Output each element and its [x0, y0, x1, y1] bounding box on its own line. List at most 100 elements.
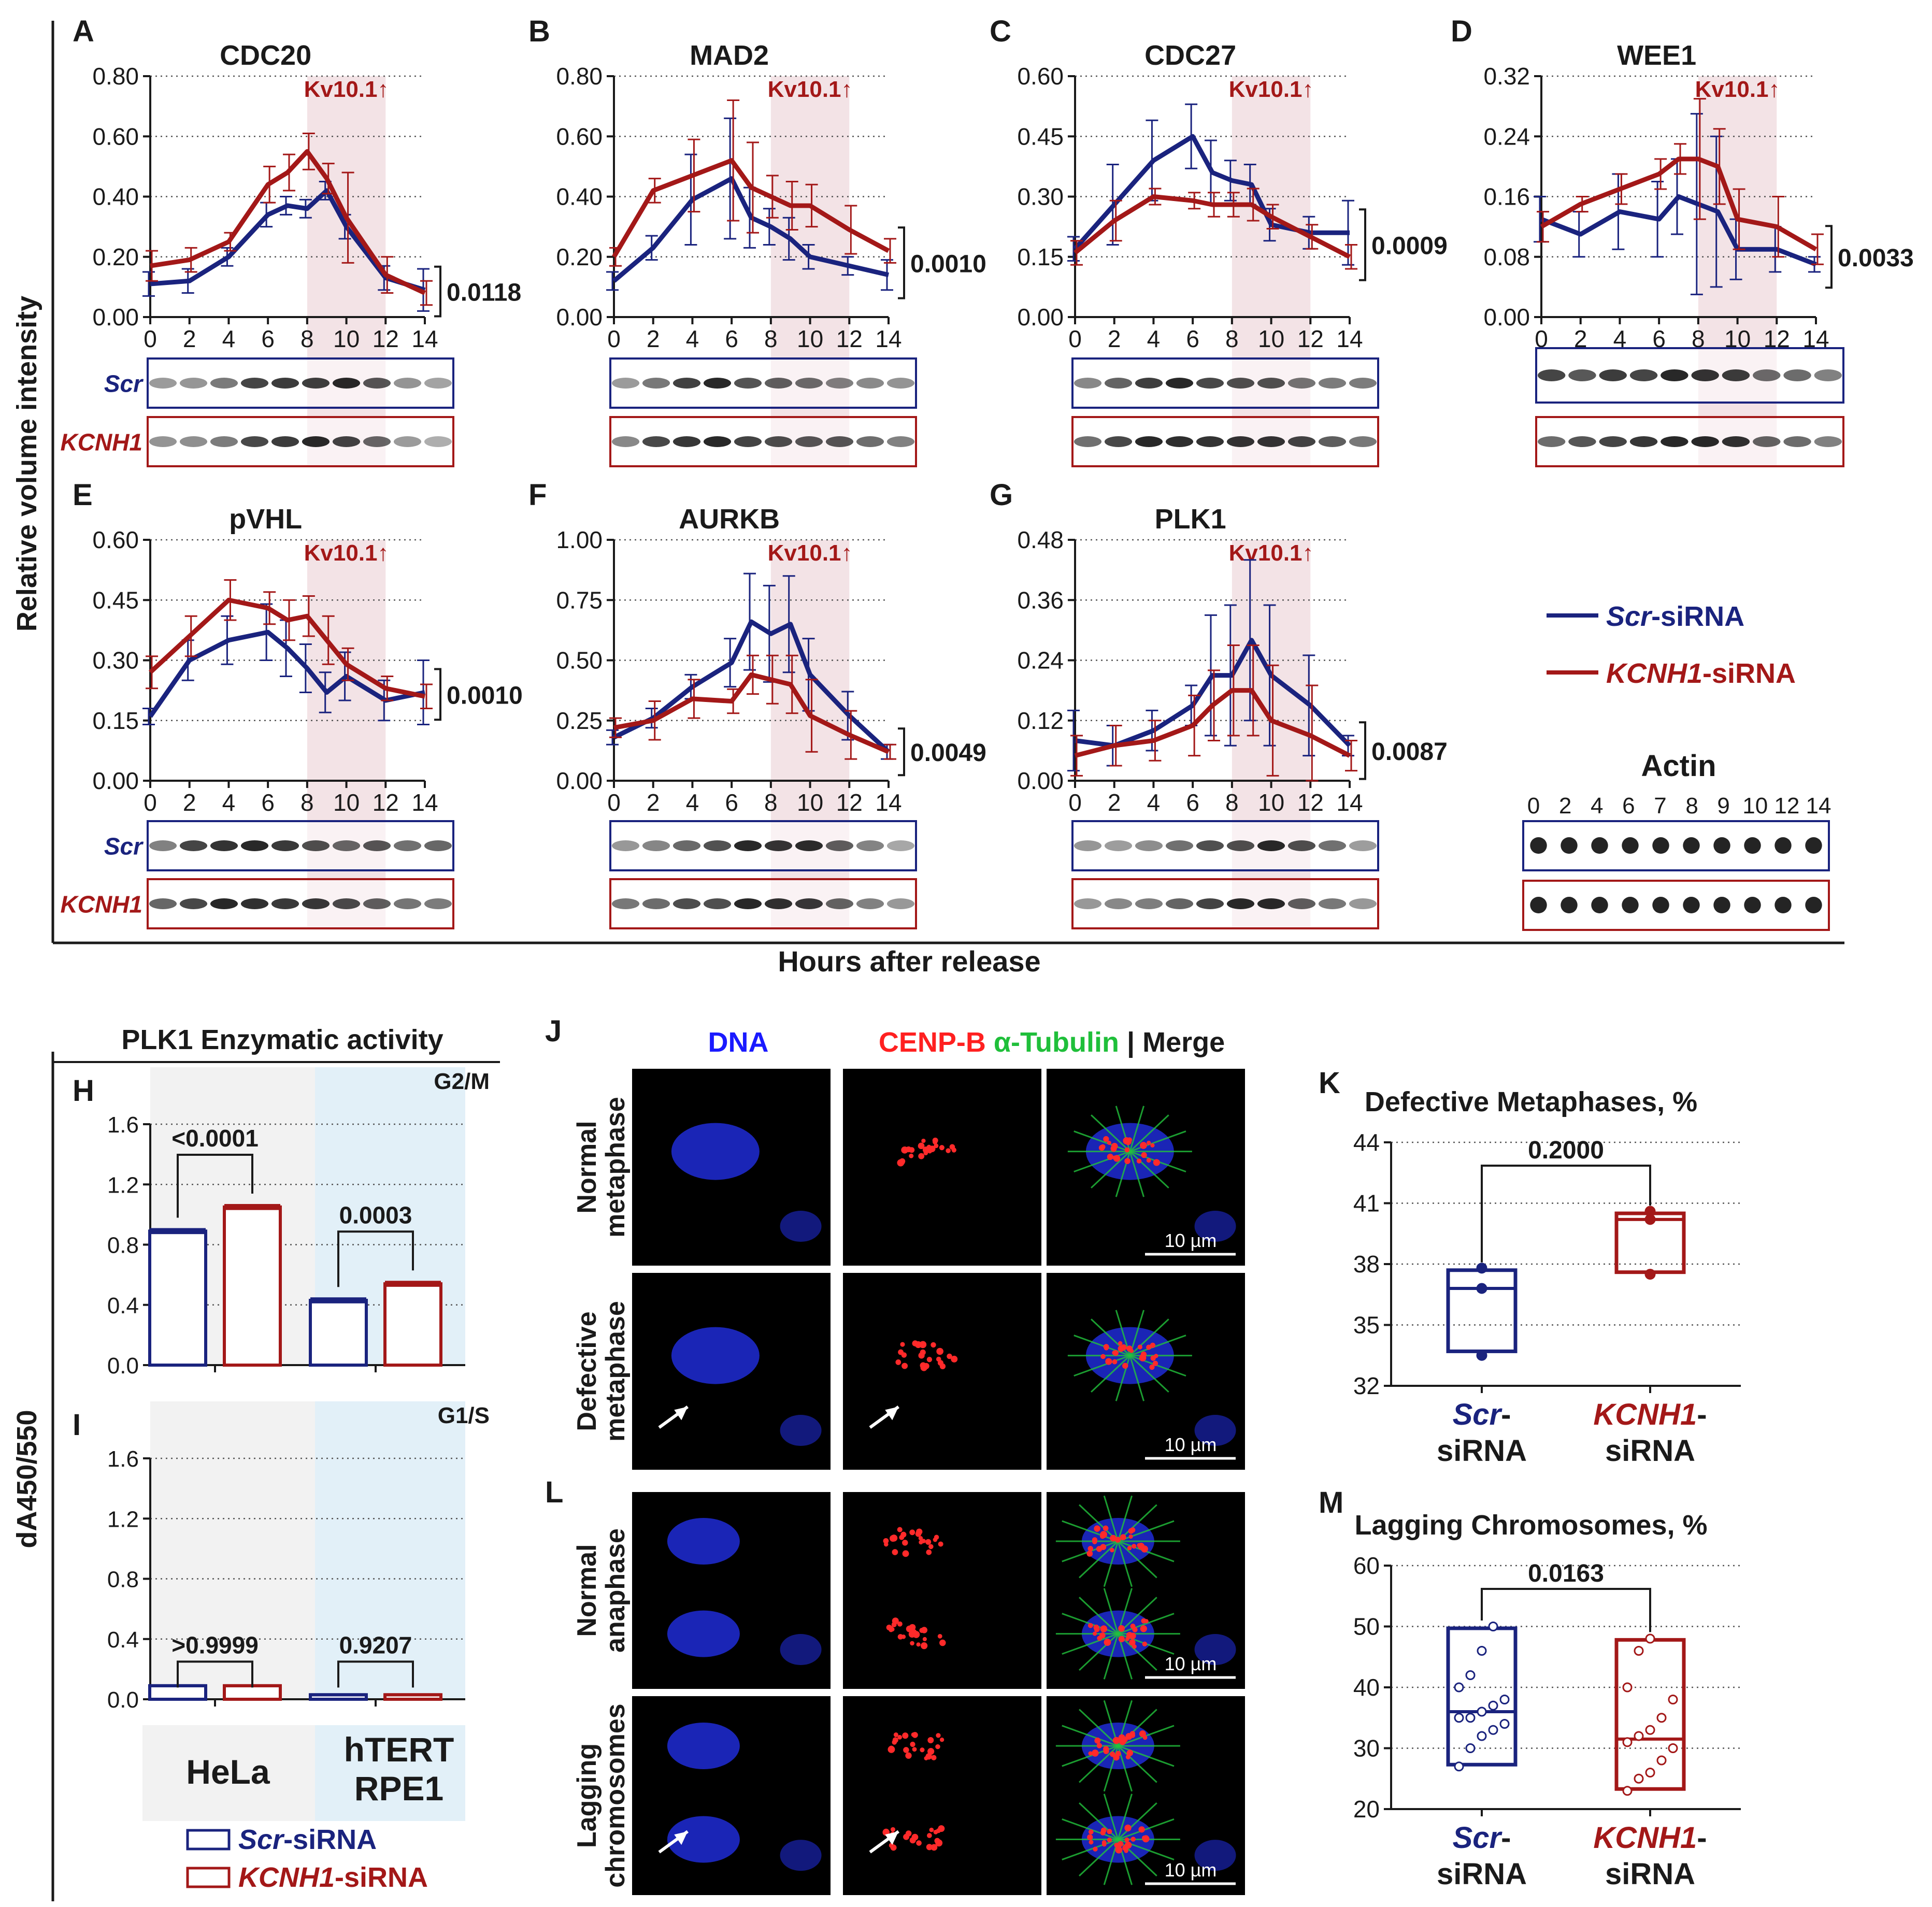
- tubulin-fiber: [1079, 1597, 1119, 1634]
- blot-band-kcnh1-a: [179, 436, 208, 447]
- series-line-scr-d: [1540, 194, 1817, 267]
- group-label-rpe-line2: RPE1: [354, 1769, 443, 1808]
- panel-letter-h: H: [73, 1074, 94, 1108]
- tubulin-fiber: [1117, 1541, 1133, 1587]
- x-tick-label-f: 0: [607, 789, 621, 816]
- data-point-scr-k: [1476, 1350, 1487, 1361]
- blot-band-kcnh1-f: [611, 898, 640, 909]
- blot-row-label-kcnh1-a: KCNH1: [61, 429, 142, 456]
- blot-band-kcnh1-c: [1165, 436, 1194, 447]
- tubulin-fiber: [1117, 1540, 1157, 1579]
- data-point-scr-m: [1488, 1725, 1498, 1735]
- cenpb-dot: [1122, 1363, 1128, 1369]
- corner-label-i: G1/S: [438, 1403, 490, 1428]
- cenpb-dot: [1139, 1354, 1147, 1361]
- blot-band-scr-c: [1349, 378, 1377, 389]
- x-tick-label-b: 0: [607, 325, 621, 352]
- x-tick-label-c: 6: [1186, 325, 1199, 352]
- y-tick-label-g: 0.48: [1017, 526, 1064, 553]
- blot-band-kcnh1-b: [795, 436, 823, 447]
- cenpb-dot: [1103, 1525, 1109, 1531]
- panel-title-k: Defective Metaphases, %: [1365, 1086, 1697, 1117]
- blot-band-kcnh1-e: [393, 898, 422, 909]
- tubulin-fiber: [1074, 1355, 1130, 1377]
- x-tick-label-e: 12: [373, 789, 399, 816]
- blot-band-kcnh1-a: [393, 436, 422, 447]
- pvalue-bracket-d: [1825, 225, 1833, 289]
- cenpb-dot: [1132, 1544, 1137, 1549]
- cenpb-dot: [1138, 1826, 1145, 1833]
- panel-f-aurkb: 0.00 0.25 0.50 0.75 1.00 0 2 4 6 8 10 12 14 F AURKB Kv1…: [528, 478, 986, 929]
- blot-frame-kcnh1-a: [147, 416, 454, 467]
- panel-letter-e: E: [73, 478, 93, 512]
- blot-band-kcnh1-c: [1318, 436, 1347, 447]
- panel-letter-m: M: [1319, 1486, 1343, 1519]
- group-bg-hela: [142, 1725, 315, 1821]
- cenpb-dot: [906, 1146, 912, 1153]
- blot-band-kcnh1-e: [210, 898, 238, 909]
- series-line-kcnh1-f: [613, 672, 890, 754]
- blot-band-kcnh1-c: [1226, 436, 1255, 447]
- panel-letter-f: F: [528, 478, 547, 512]
- blot-band-scr-b: [611, 378, 640, 389]
- cenpb-dot: [1124, 1147, 1130, 1153]
- cenpb-dot: [926, 1549, 932, 1555]
- x-tick-label-c: 4: [1147, 325, 1161, 352]
- cenpb-dot: [911, 1833, 919, 1841]
- tubulin-fiber: [1129, 1106, 1144, 1152]
- blot-band-kcnh1-a: [302, 436, 330, 447]
- cenpb-dot: [898, 1349, 904, 1355]
- x-tick-label-g: 6: [1186, 789, 1199, 816]
- series-line-kcnh1-c: [1074, 194, 1351, 259]
- series-line-scr-a: [150, 188, 426, 292]
- cenpb-dot: [929, 1827, 934, 1832]
- blot-band-kcnh1-d: [1629, 436, 1658, 447]
- cenpb-dot: [931, 1342, 936, 1348]
- panel-letter-c: C: [990, 15, 1011, 48]
- bar-scr-h: [148, 1229, 207, 1367]
- y-tick-label-m: 20: [1353, 1796, 1380, 1823]
- cenpb-dot: [892, 1549, 898, 1555]
- x-tick-label-g: 8: [1225, 789, 1239, 816]
- blot-band-scr-f: [672, 840, 701, 851]
- cenpb-dot: [1146, 1158, 1151, 1163]
- y-tick-label-c: 0.00: [1017, 304, 1064, 331]
- pvalue-c: 0.0009: [1371, 233, 1448, 260]
- blot-band-kcnh1-a: [149, 436, 177, 447]
- data-point-scr-m: [1477, 1646, 1487, 1656]
- y-tick-label-f: 0.25: [556, 707, 603, 734]
- bar-error-kcnh1-i: [385, 1693, 441, 1697]
- panel-letter-i: I: [73, 1408, 81, 1442]
- cenpb-dot: [918, 1153, 925, 1159]
- cenpb-dot: [899, 1160, 905, 1165]
- data-point-kcnh1-m: [1634, 1731, 1644, 1741]
- blot-band-scr-b: [672, 378, 701, 389]
- blot-band-scr-d: [1629, 369, 1658, 382]
- blot-band-scr-f: [642, 840, 670, 851]
- kv-label-b: Kv10.1↑: [768, 77, 853, 102]
- cenpb-dot: [901, 1363, 908, 1369]
- tubulin-fiber: [1117, 1802, 1157, 1840]
- cenpb-dot: [1100, 1625, 1108, 1632]
- data-point-kcnh1-m: [1668, 1695, 1678, 1704]
- legend-kcnh1-label: KCNH1-siRNA: [1606, 658, 1796, 689]
- panel-letter-j: J: [545, 1014, 562, 1048]
- y-tick-label-i: 1.6: [107, 1446, 139, 1472]
- blot-band-kcnh1-d: [1568, 436, 1596, 447]
- x-tick-label-b: 6: [725, 325, 738, 352]
- bg-rpe-i: [315, 1401, 465, 1699]
- cenpb-dot: [1112, 1351, 1117, 1355]
- y-tick-label-i: 1.2: [107, 1507, 139, 1532]
- tubulin-fiber: [1074, 1130, 1130, 1153]
- y-tick-label-e: 0.60: [92, 526, 139, 553]
- blot-band-scr-e: [179, 840, 208, 851]
- x-tick-label-f: 12: [836, 789, 863, 816]
- blot-band-kcnh1-g: [1287, 898, 1316, 909]
- panel-i-plk1-g1s: G1/S I 0.0 0.4 0.8 1.2 1.6 >0.9999 0.9207 HeLa hTE…: [73, 1401, 490, 1821]
- category-sublabel-m: siRNA: [1605, 1857, 1695, 1891]
- x-axis-title-top: Hours after release: [778, 945, 1040, 978]
- pvalue-h: <0.0001: [171, 1125, 259, 1152]
- panel-letter-k: K: [1319, 1066, 1340, 1100]
- pvalue-g: 0.0087: [1371, 738, 1448, 766]
- cenpb-dot: [1136, 1158, 1142, 1164]
